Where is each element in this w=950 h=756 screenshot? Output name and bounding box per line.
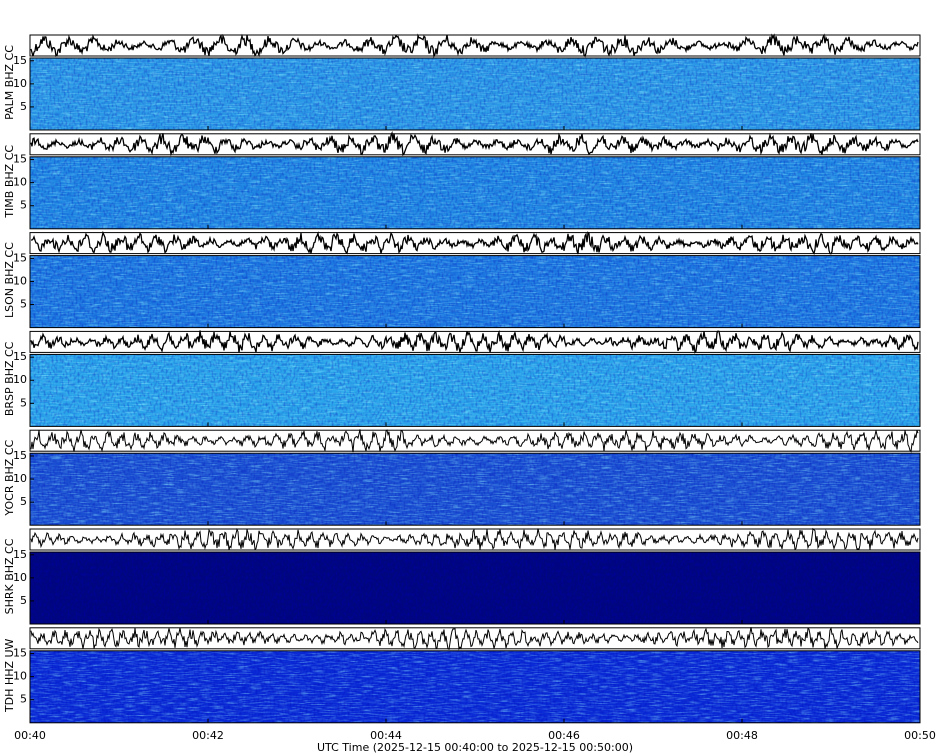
spectrogram-frame bbox=[29, 57, 921, 131]
y-tick-label: 10 bbox=[13, 176, 27, 189]
spectrogram-texture bbox=[30, 552, 920, 624]
spectrogram-texture bbox=[30, 156, 920, 229]
y-tick-label: 5 bbox=[20, 594, 27, 607]
panel-label: PALM BHZ CC bbox=[3, 45, 16, 120]
y-tick-label: 10 bbox=[13, 472, 27, 485]
x-tick-label: 00:44 bbox=[370, 729, 402, 742]
waveform bbox=[30, 130, 919, 157]
spectrogram-frame bbox=[29, 255, 921, 329]
y-tick-label: 5 bbox=[20, 495, 27, 508]
waveform bbox=[31, 230, 919, 256]
x-tick-label: 00:42 bbox=[192, 729, 224, 742]
y-tick-label: 15 bbox=[13, 647, 27, 660]
spectrogram-frame bbox=[29, 551, 921, 625]
waveform-box bbox=[29, 429, 921, 452]
y-tick-label: 10 bbox=[13, 274, 27, 287]
x-tick-label: 00:40 bbox=[14, 729, 46, 742]
y-tick-label: 5 bbox=[20, 100, 27, 113]
waveform bbox=[30, 626, 919, 651]
panel-label: SHRK BHZ CC bbox=[3, 538, 16, 614]
y-tick-label: 5 bbox=[20, 199, 27, 212]
y-tick-label: 15 bbox=[13, 449, 27, 462]
y-tick-label: 15 bbox=[13, 350, 27, 363]
waveform bbox=[30, 329, 919, 354]
y-tick-label: 5 bbox=[20, 693, 27, 706]
waveform bbox=[30, 527, 919, 551]
spectrogram-frame bbox=[29, 156, 921, 230]
y-tick-label: 5 bbox=[20, 298, 27, 311]
y-tick-label: 15 bbox=[13, 54, 27, 67]
spectrogram-frame bbox=[29, 452, 921, 526]
y-tick-label: 5 bbox=[20, 396, 27, 409]
spectrogram-texture bbox=[30, 453, 920, 526]
spectrogram-frame bbox=[29, 650, 921, 724]
y-tick-label: 10 bbox=[13, 373, 27, 386]
x-tick-label: 00:46 bbox=[548, 729, 580, 742]
panel-label: LSON BHZ CC bbox=[3, 242, 16, 318]
spectrogram-frame bbox=[29, 353, 921, 427]
y-tick-label: 10 bbox=[13, 670, 27, 683]
spectrogram-texture bbox=[30, 354, 920, 427]
panel-label: BRSP BHZ CC bbox=[3, 341, 16, 416]
x-tick-label: 00:48 bbox=[726, 729, 758, 742]
panel-label: TDH HHZ UW bbox=[3, 638, 16, 713]
panel-label: YOCR BHZ CC bbox=[3, 439, 16, 516]
y-tick-label: 15 bbox=[13, 251, 27, 264]
spectrogram-texture bbox=[30, 58, 920, 130]
panel-label: TIMB BHZ CC bbox=[3, 145, 16, 219]
spectrogram-texture bbox=[30, 255, 920, 328]
spectrogram-texture bbox=[30, 650, 920, 723]
x-tick-label: 00:50 bbox=[904, 729, 936, 742]
waveform bbox=[30, 429, 919, 453]
x-axis-label: UTC Time (2025-12-15 00:40:00 to 2025-12… bbox=[317, 741, 633, 754]
y-tick-label: 15 bbox=[13, 153, 27, 166]
y-tick-label: 10 bbox=[13, 77, 27, 90]
waveform bbox=[30, 33, 919, 59]
y-tick-label: 10 bbox=[13, 571, 27, 584]
y-tick-label: 15 bbox=[13, 548, 27, 561]
